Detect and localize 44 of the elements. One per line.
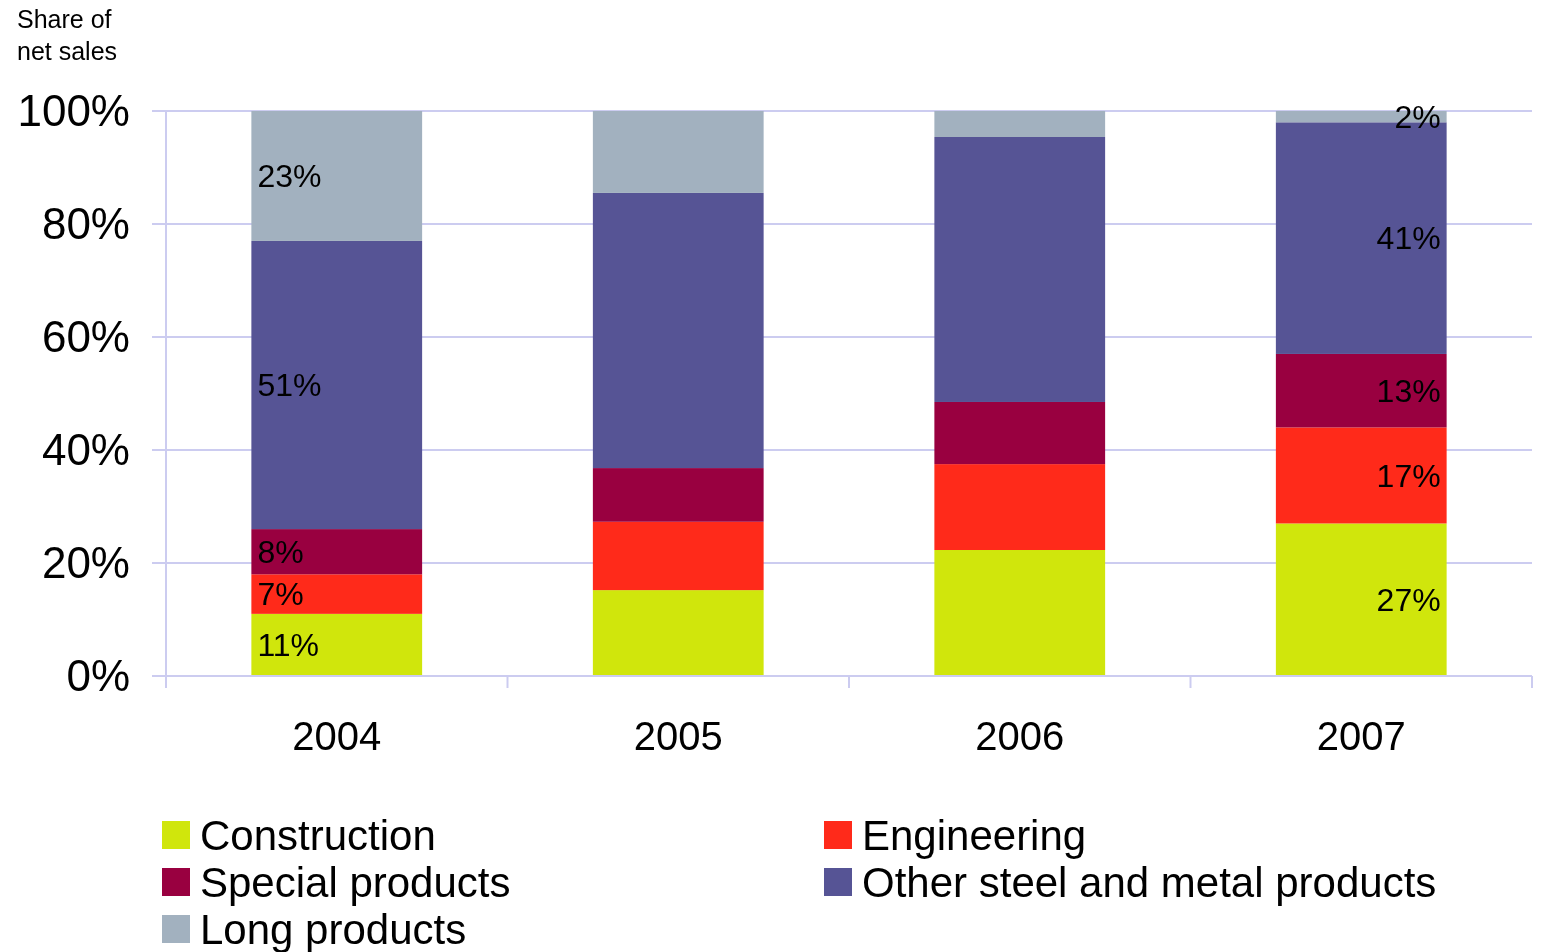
bar (934, 136, 1106, 402)
x-tick-label: 2005 (633, 714, 723, 758)
bar (251, 613, 423, 676)
bar (251, 111, 423, 241)
data-label: 8% (257, 533, 304, 570)
x-tick-label: 2004 (292, 714, 382, 758)
x-tick-label: 2006 (975, 714, 1065, 758)
bar (251, 240, 423, 530)
y-tick-label: 0% (66, 651, 130, 701)
y-tick-label: 20% (41, 538, 130, 588)
y-tick-label: 40% (41, 425, 130, 475)
data-label: 51% (257, 367, 322, 404)
data-label: 11% (257, 627, 320, 664)
bar (1275, 523, 1447, 676)
y-tick-label: 60% (41, 312, 130, 362)
bar (1275, 427, 1447, 524)
bar (592, 590, 764, 676)
bar (592, 111, 764, 193)
bar (934, 464, 1106, 551)
data-label: 23% (257, 158, 322, 195)
bar (251, 574, 423, 614)
bar (934, 401, 1106, 465)
legend-label: Other steel and metal products (862, 858, 1437, 906)
legend-label: Special products (200, 858, 511, 906)
legend-label: Construction (200, 811, 436, 859)
bar (1275, 353, 1447, 428)
bar (934, 111, 1106, 137)
data-label: 13% (1376, 372, 1441, 409)
y-tick-label: 80% (41, 199, 130, 249)
y-axis-title: Share of net sales (17, 5, 118, 65)
data-label: 41% (1376, 220, 1441, 257)
data-label: 27% (1376, 581, 1441, 618)
bar (592, 521, 764, 591)
legend-label: Long products (200, 905, 467, 952)
x-tick-label: 2007 (1316, 714, 1406, 758)
data-label: 7% (257, 576, 304, 613)
bar (592, 468, 764, 522)
bar (251, 529, 423, 575)
legend-label: Engineering (862, 811, 1087, 859)
y-tick-label: 100% (17, 86, 130, 136)
data-label: 2% (1394, 98, 1441, 135)
bar (934, 550, 1106, 676)
bar (592, 192, 764, 469)
data-label: 17% (1376, 457, 1441, 494)
